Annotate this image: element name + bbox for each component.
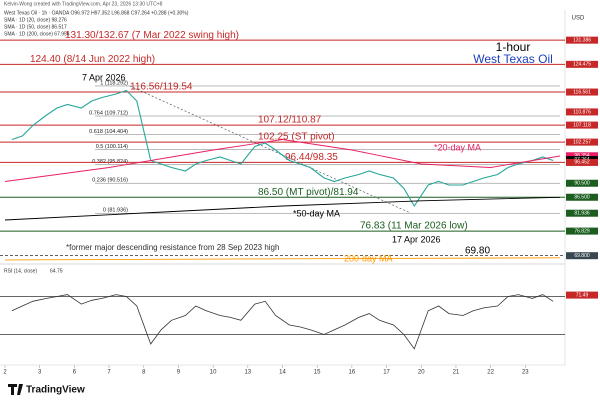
header-sma: SMA · 1D (200, close) 67.956 (4, 31, 70, 37)
level-label: 76.83 (11 Mar 2026 low) (360, 221, 468, 232)
chart-subtitle: West Texas Oil (473, 52, 553, 66)
price-label: 81.936 (574, 211, 590, 217)
level-label: 86.50 (MT pivot)/81.94 (258, 187, 359, 198)
price-label-box (566, 209, 598, 217)
price-label-box (566, 60, 598, 68)
price-label-box (566, 158, 598, 166)
x-tick-label: 13 (244, 370, 251, 376)
rsi-marker-label: 71.49 (576, 292, 589, 298)
brand-logo (8, 384, 23, 395)
annotation: 17 Apr 2026 (392, 234, 441, 244)
price-label-box (566, 152, 598, 160)
price-label: 110.876 (573, 109, 591, 115)
annotation: *50-day MA (293, 208, 340, 218)
price-label-box (566, 193, 598, 201)
x-tick-label: 7 (107, 370, 111, 376)
price-label: 124.475 (573, 62, 591, 68)
annotation: 200-day MA (344, 253, 393, 263)
level-label: 96.44/98.35 (285, 152, 338, 163)
price-label-box (566, 121, 598, 129)
price-label-box (566, 36, 598, 44)
fib-label: 0 (81.936) (103, 208, 128, 214)
x-tick-label: 3 (38, 370, 42, 376)
series-line (4, 257, 561, 261)
annotation: *former major descending resistance from… (66, 243, 279, 252)
x-tick-label: 17 (383, 370, 390, 376)
x-tick-label: 20 (418, 370, 425, 376)
x-tick-label: 10 (210, 370, 217, 376)
header-sma: SMA · 1D (50, close) 86.517 (4, 24, 67, 30)
rsi-marker-box (566, 291, 598, 299)
price-label: 102.257 (573, 139, 591, 145)
level-label: 102.25 (ST pivot) (258, 132, 335, 143)
fib-label: 1 (118.292) (100, 80, 128, 86)
x-tick-label: 15 (314, 370, 321, 376)
price-label: 96.452 (574, 160, 590, 166)
rsi-line (11, 294, 554, 350)
x-tick-label: 21 (453, 370, 460, 376)
header-credit: Kelvin-Wong created with TradingView.com… (4, 1, 163, 7)
price-label-box (566, 108, 598, 116)
level-label: 124.40 (8/14 Jun 2022 high) (30, 54, 155, 65)
x-tick-label: 22 (487, 370, 494, 376)
level-label: 107.12/110.87 (258, 115, 322, 126)
price-label-box (566, 252, 598, 260)
x-tick-label: 9 (177, 370, 181, 376)
header-symbol: West Texas Oil · 1h · OANDA O96.972 H97.… (4, 10, 189, 16)
fib-label: 0.5 (100.114) (96, 144, 128, 150)
currency: USD (572, 16, 585, 22)
x-tick-label: 14 (279, 370, 286, 376)
level-label: 131.30/132.67 (7 Mar 2022 swing high) (65, 30, 239, 41)
fib-label: 0.764 (109.712) (89, 110, 128, 116)
price-label-box (566, 138, 598, 146)
price-label: 90.500 (574, 181, 590, 187)
fib-label: 0.236 (90.516) (92, 178, 128, 184)
x-tick-label: 6 (73, 370, 77, 376)
brand-name: TradingView (26, 385, 85, 396)
series-line (11, 89, 554, 208)
x-tick-label: 23 (522, 370, 529, 376)
price-label-box (566, 227, 598, 235)
price-label: 86.500 (574, 195, 590, 201)
price-label: 131.386 (573, 37, 591, 43)
level-label: 116.56/119.54 (130, 82, 193, 93)
price-label-box (566, 179, 598, 187)
price-label: 69.800 (574, 253, 590, 259)
series-line (4, 196, 561, 221)
rsi-last: 64.75 (50, 268, 63, 274)
annotation: *20-day MA (434, 142, 481, 152)
annotation: 7 Apr 2026 (82, 72, 126, 82)
price-label: 76.829 (574, 228, 590, 234)
fib-label: 0.618 (104.404) (89, 129, 128, 135)
x-tick-label: 2 (3, 370, 7, 376)
rsi-title: RSI (14, close) (4, 268, 37, 274)
series-line (4, 139, 561, 182)
trend-drawing (129, 85, 411, 214)
level-label: 69.80 (465, 245, 490, 256)
header-sma: SMA · 1D (20, close) 98.276 (4, 17, 67, 23)
price-label: 116.561 (573, 89, 591, 95)
x-tick-label: 16 (349, 370, 356, 376)
price-label: 107.118 (573, 122, 591, 128)
chart-title: 1-hour (496, 40, 531, 54)
x-tick-label: 8 (142, 370, 146, 376)
price-label-box (566, 88, 598, 96)
